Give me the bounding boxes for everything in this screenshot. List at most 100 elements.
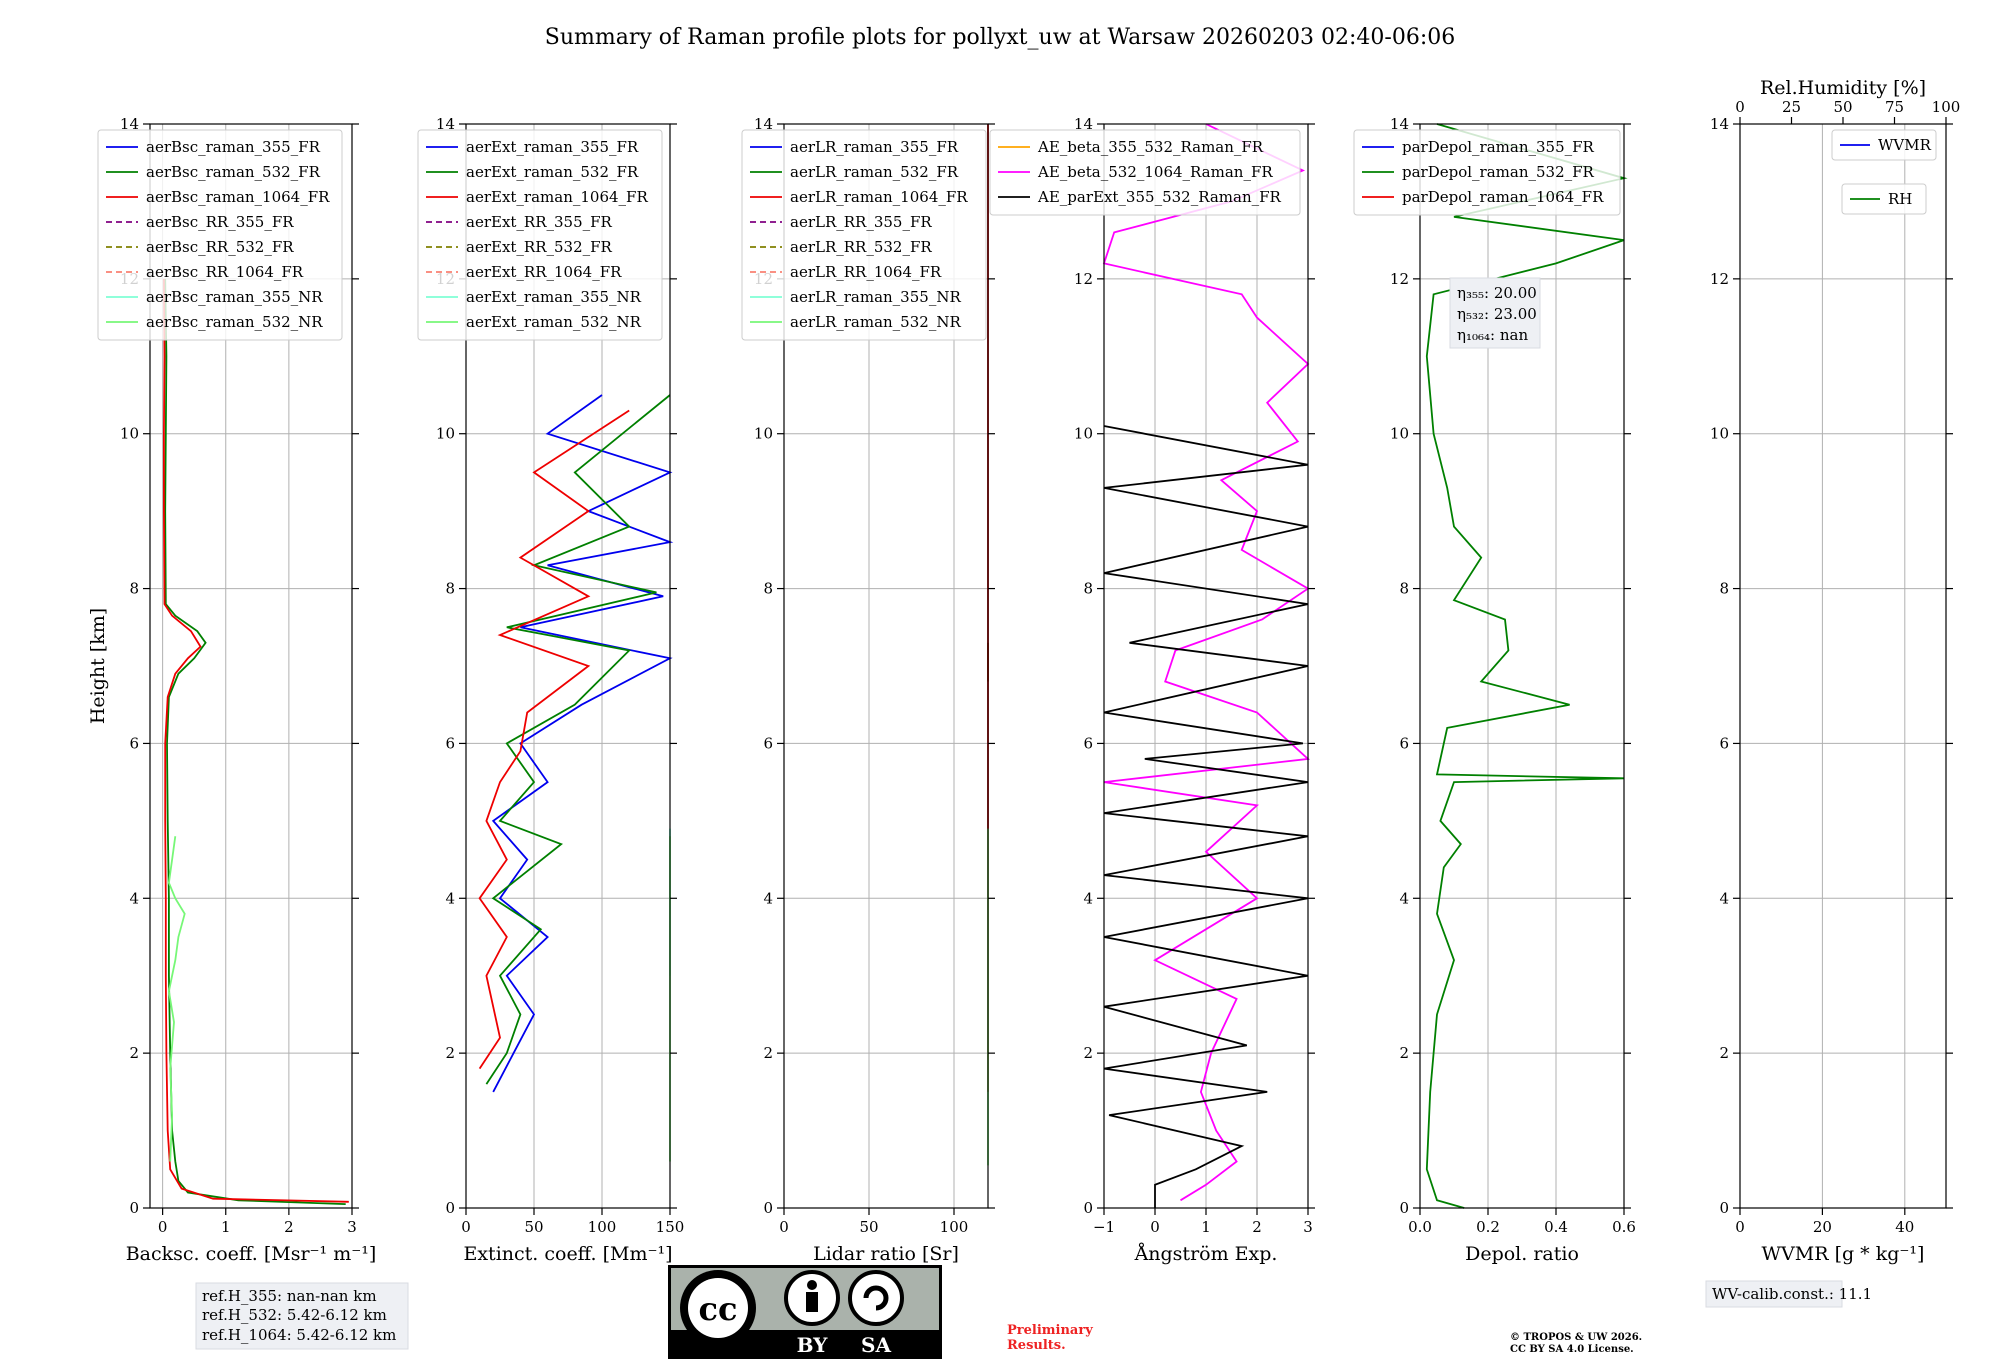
refh-box-bg xyxy=(195,1282,409,1350)
x-tick-label: 0.0 xyxy=(1408,1218,1432,1236)
top-x-tick-label: 75 xyxy=(1885,98,1904,116)
x-tick-label: 2 xyxy=(1252,1218,1262,1236)
series-line-aerBsc_raman_532_NR xyxy=(167,836,186,1162)
y-tick-label: 8 xyxy=(1083,580,1093,598)
legend-label: aerLR_RR_355_FR xyxy=(790,213,932,231)
by-label: BY xyxy=(797,1333,829,1357)
y-tick-label: 6 xyxy=(763,734,773,752)
legend-label: aerBsc_RR_1064_FR xyxy=(146,263,304,281)
legend: parDepol_raman_355_FR parDepol_raman_532_… xyxy=(1353,129,1621,216)
y-tick-label: 0 xyxy=(129,1199,139,1217)
legend-label: AE_beta_355_532_Raman_FR xyxy=(1037,138,1264,156)
legend-label: aerExt_raman_355_FR xyxy=(466,138,639,156)
legend-label: AE_parExt_355_532_Raman_FR xyxy=(1037,188,1282,206)
y-tick-label: 6 xyxy=(129,734,139,752)
legend-label: aerExt_RR_532_FR xyxy=(466,238,613,256)
x-tick-label: 1 xyxy=(1201,1218,1211,1236)
x-tick-label: 20 xyxy=(1813,1218,1832,1236)
y-tick-label: 12 xyxy=(1074,270,1093,288)
top-x-axis-label: Rel.Humidity [%] xyxy=(1760,77,1926,99)
y-tick-label: 8 xyxy=(1719,580,1729,598)
x-tick-label: 1 xyxy=(221,1218,231,1236)
by-icon-head xyxy=(807,1280,817,1290)
panels: 012302468101214Backsc. coeff. [Msr⁻¹ m⁻¹… xyxy=(87,77,1960,1265)
y-tick-label: 8 xyxy=(1399,580,1409,598)
x-tick-label: 0 xyxy=(158,1218,168,1236)
y-tick-label: 10 xyxy=(436,425,455,443)
panel-lidar-ratio: 05010002468101214Lidar ratio [Sr]aerLR_r… xyxy=(741,115,995,1265)
y-tick-label: 10 xyxy=(754,425,773,443)
x-tick-label: 0 xyxy=(1735,1218,1745,1236)
legend-label: aerLR_RR_1064_FR xyxy=(790,263,942,281)
y-tick-label: 8 xyxy=(129,580,139,598)
series-line-aerExt_raman_355_FR xyxy=(491,394,674,1093)
panel-depol: 0.0 0.2 0.4 0.6 0 2 4 6 8 10 12 14 Depol. ratio parDe… xyxy=(1353,115,1636,1265)
axes-frame xyxy=(783,123,989,1209)
legend: aerLR_raman_355_FR aerLR_raman_532_FR aerL… xyxy=(741,129,987,341)
refh-box: ref.H_355: nan-nan km ref.H_532: 5.42-6.… xyxy=(195,1282,409,1350)
x-tick-label: 50 xyxy=(524,1218,543,1236)
eta-box-bg xyxy=(1449,277,1541,349)
sa-icon-arrow xyxy=(863,1285,889,1311)
y-tick-label: 6 xyxy=(1083,734,1093,752)
y-tick-label: 2 xyxy=(1399,1044,1409,1062)
y-tick-label: 0 xyxy=(445,1199,455,1217)
legend-label: aerBsc_raman_532_NR xyxy=(146,313,323,331)
y-tick-label: 12 xyxy=(1390,270,1409,288)
axes-frame xyxy=(149,123,353,1209)
wv-calib-bg xyxy=(1705,1280,1843,1308)
y-tick-label: 8 xyxy=(445,580,455,598)
legend-label: AE_beta_532_1064_Raman_FR xyxy=(1037,163,1273,181)
legend-label: aerExt_raman_532_NR xyxy=(466,313,642,331)
x-tick-label: 0 xyxy=(461,1218,471,1236)
legend-label: aerBsc_raman_532_FR xyxy=(146,163,321,181)
top-x-tick-label: 50 xyxy=(1833,98,1852,116)
legend-label: aerLR_raman_355_FR xyxy=(790,138,959,156)
axes-frame xyxy=(465,123,671,1209)
y-tick-label: 0 xyxy=(1719,1199,1729,1217)
legend-label: parDepol_raman_1064_FR xyxy=(1402,188,1604,206)
y-tick-label: 10 xyxy=(1390,425,1409,443)
legend-box xyxy=(1841,183,1927,215)
axes-frame xyxy=(1739,123,1947,1209)
y-tick-label: 6 xyxy=(1719,734,1729,752)
legend-label: aerExt_raman_1064_FR xyxy=(466,188,648,206)
x-tick-label: 0 xyxy=(1150,1218,1160,1236)
y-tick-label: 12 xyxy=(1710,270,1729,288)
y-tick-label: 6 xyxy=(445,734,455,752)
wv-calib-text: WV-calib.const.: 11.1 xyxy=(1712,1285,1872,1303)
legend: AE_beta_355_532_Raman_FR AE_beta_532_1064… xyxy=(989,129,1301,216)
cc-by-sa-logo: cc BY SA xyxy=(668,1265,942,1359)
y-tick-label: 10 xyxy=(1074,425,1093,443)
legend: aerBsc_raman_355_FR aerBsc_raman_532_FRae… xyxy=(97,129,343,341)
x-tick-label: 0.6 xyxy=(1612,1218,1636,1236)
x-tick-label: 100 xyxy=(588,1218,617,1236)
legend-box xyxy=(1831,129,1937,161)
y-tick-label: 8 xyxy=(763,580,773,598)
x-axis-label: Lidar ratio [Sr] xyxy=(813,1243,959,1265)
y-tick-label: 14 xyxy=(120,115,139,133)
y-tick-label: 4 xyxy=(1083,889,1093,907)
legend-label: RH xyxy=(1888,190,1912,208)
x-tick-label: 0.2 xyxy=(1476,1218,1500,1236)
series-line-aerExt_raman_532_FR xyxy=(485,394,671,1085)
legend-label: aerExt_raman_532_FR xyxy=(466,163,639,181)
x-axis-label: Extinct. coeff. [Mm⁻¹] xyxy=(463,1243,672,1265)
legend-label: aerBsc_RR_532_FR xyxy=(146,238,294,256)
refh-355: ref.H_355: nan-nan km xyxy=(202,1287,377,1305)
y-tick-label: 14 xyxy=(1390,115,1409,133)
legend-label: aerLR_RR_532_FR xyxy=(790,238,932,256)
panel-wvmr: 0 20 40 0 2 4 6 8 10 12 14 WVMR [g * kg⁻¹] 0 25 50 75 10… xyxy=(1710,77,1960,1265)
top-x-tick-label: 25 xyxy=(1782,98,1801,116)
legend-label: WVMR xyxy=(1878,136,1932,154)
legend-label: aerLR_raman_532_NR xyxy=(790,313,961,331)
y-tick-label: 6 xyxy=(1399,734,1409,752)
axes-frame xyxy=(1419,123,1625,1209)
eta-532: η₅₃₂: 23.00 xyxy=(1457,305,1537,323)
panel-extinction: 05010015002468101214Extinct. coeff. [Mm⁻… xyxy=(417,115,685,1265)
legend-label: aerLR_raman_355_NR xyxy=(790,288,961,306)
legend-box xyxy=(97,129,343,341)
refh-532: ref.H_532: 5.42-6.12 km xyxy=(202,1306,387,1324)
x-tick-label: 150 xyxy=(656,1218,685,1236)
